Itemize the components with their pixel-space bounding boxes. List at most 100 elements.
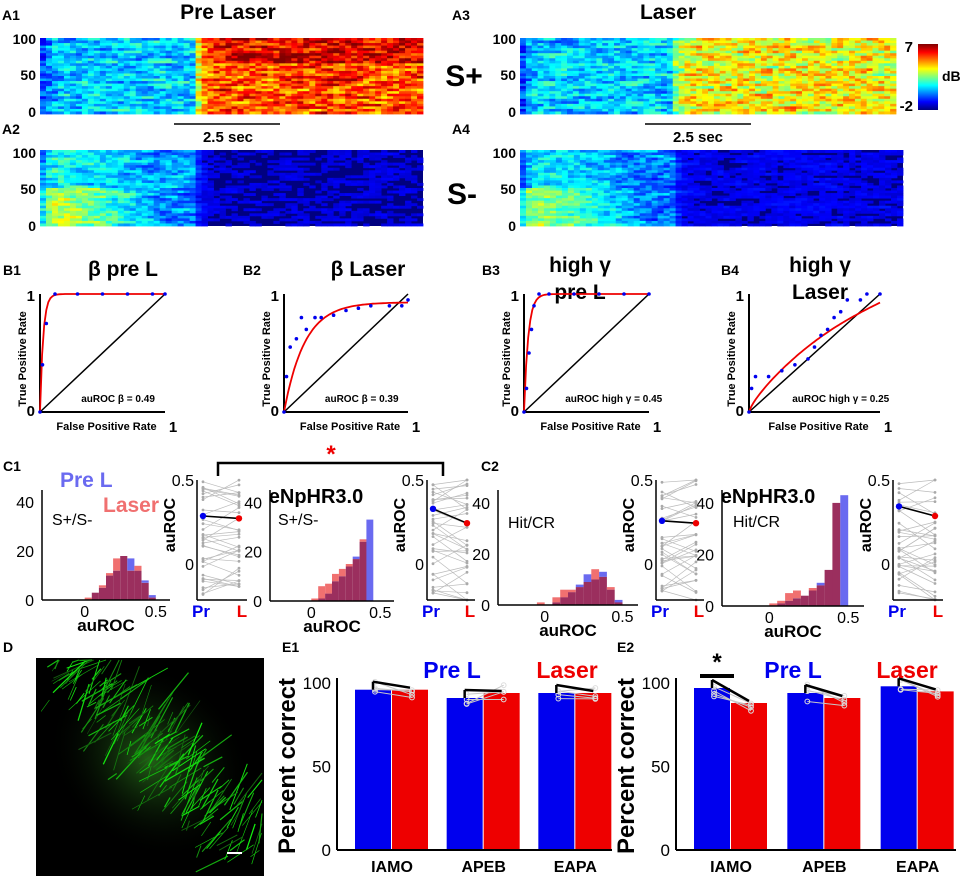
heatmap-cell — [345, 55, 352, 59]
heatmap-cell — [790, 101, 797, 105]
heatmap-cell — [363, 165, 370, 169]
heatmap-cell — [249, 70, 256, 74]
heatmap-cell — [141, 88, 149, 92]
heatmap-cell — [267, 60, 274, 64]
heatmap-cell — [725, 86, 732, 90]
heatmap-cell — [819, 76, 826, 79]
heatmap-cell — [672, 76, 680, 79]
heatmap-cell — [393, 205, 400, 209]
heatmap-cell — [249, 111, 256, 115]
heatmap-cell — [860, 58, 868, 62]
heatmap-cell — [537, 58, 544, 62]
heatmap-cell — [333, 101, 340, 105]
heatmap-cell — [225, 70, 232, 74]
heatmap-cell — [153, 70, 161, 74]
heatmap-cell — [40, 103, 47, 107]
heatmap-cell — [637, 70, 644, 74]
heatmap-cell — [363, 150, 370, 153]
heatmap-cell — [213, 172, 220, 176]
heatmap-cell — [183, 73, 191, 77]
heatmap-cell — [363, 195, 370, 199]
heatmap-cell — [584, 111, 591, 115]
heatmap-cell — [572, 81, 580, 84]
heatmap-cell — [147, 40, 155, 44]
heatmap-cell — [737, 50, 744, 54]
heatmap-cell — [749, 70, 756, 74]
heatmap-cell — [520, 111, 527, 115]
heatmap-cell — [661, 103, 668, 107]
heatmap-cell — [183, 160, 191, 164]
heatmap-cell — [177, 111, 185, 115]
heatmap-cell — [672, 98, 680, 102]
heatmap-cell — [309, 78, 316, 82]
heatmap-cell — [165, 81, 173, 84]
heatmap-cell — [339, 157, 346, 161]
heatmap-cell — [784, 60, 791, 64]
heatmap-cell — [207, 172, 214, 176]
heatmap-cell — [393, 50, 400, 54]
heatmap-cell — [219, 170, 226, 174]
heatmap-cell — [357, 108, 364, 112]
heatmap-cell — [837, 60, 844, 64]
heatmap-cell — [614, 53, 621, 57]
heatmap-cell — [243, 48, 250, 52]
heatmap-cell — [69, 83, 77, 87]
heatmap-cell — [207, 205, 214, 209]
heatmap-cell — [333, 38, 340, 41]
heatmap-cell — [351, 60, 358, 64]
heatmap-cell — [99, 160, 107, 164]
heatmap-cell — [520, 91, 527, 95]
heatmap-cell — [584, 108, 591, 112]
heatmap-cell — [666, 73, 674, 77]
heatmap-cell — [333, 177, 340, 181]
heatmap-cell — [153, 210, 161, 214]
heatmap-cell — [375, 180, 382, 184]
heatmap-cell — [75, 190, 83, 194]
heatmap-cell — [884, 58, 891, 62]
heatmap-cell — [405, 73, 412, 77]
heatmap-cell — [141, 188, 149, 191]
heatmap-cell — [543, 70, 550, 74]
heatmap-cell — [51, 203, 59, 207]
heatmap-cell — [291, 40, 298, 44]
heatmap-cell — [878, 48, 885, 52]
heatmap-cell — [117, 53, 125, 57]
heatmap-cell — [63, 68, 71, 72]
heatmap-cell — [749, 103, 756, 107]
heatmap-cell — [141, 60, 149, 64]
heatmap-cell — [57, 40, 65, 44]
heatmap-cell — [327, 101, 334, 105]
heatmap-cell — [637, 91, 644, 95]
heatmap-cell — [831, 81, 838, 84]
heatmap-cell — [339, 150, 346, 153]
heatmap-cell — [614, 48, 621, 52]
heatmap-cell — [243, 81, 250, 84]
heatmap-cell — [719, 38, 727, 41]
heatmap-cell — [537, 91, 544, 95]
heatmap-cell — [249, 86, 256, 90]
heatmap-cell — [843, 45, 850, 49]
heatmap-cell — [273, 68, 280, 72]
heatmap-cell — [135, 203, 143, 207]
heatmap-cell — [713, 55, 721, 59]
heatmap-cell — [543, 93, 550, 97]
heatmap-cell — [351, 53, 358, 57]
heatmap-cell — [713, 88, 721, 92]
heatmap-cell — [637, 103, 644, 107]
heatmap-cell — [766, 86, 774, 90]
heatmap-cell — [207, 185, 214, 189]
heatmap-cell — [153, 88, 161, 92]
heatmap-cell — [825, 78, 832, 82]
heatmap-cell — [381, 165, 388, 169]
heatmap-cell — [183, 172, 191, 176]
heatmap-cell — [141, 177, 149, 181]
heatmap-cell — [655, 96, 662, 100]
heatmap-cell — [267, 185, 274, 189]
heatmap-cell — [690, 101, 697, 105]
heatmap-cell — [525, 58, 533, 62]
heatmap-cell — [147, 93, 155, 97]
heatmap-cell — [405, 45, 412, 49]
heatmap-cell — [309, 40, 316, 44]
heatmap-cell — [813, 70, 821, 74]
heatmap-cell — [279, 167, 286, 171]
